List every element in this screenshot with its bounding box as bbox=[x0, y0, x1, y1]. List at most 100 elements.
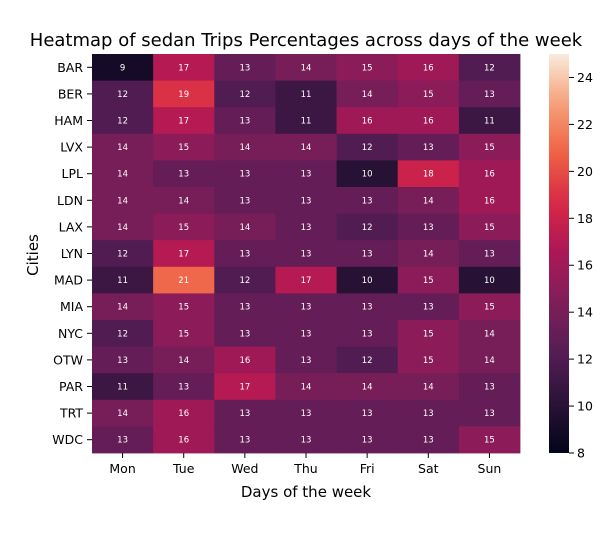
cell-value-label: 14 bbox=[117, 196, 128, 206]
cell-value-label: 13 bbox=[117, 356, 128, 366]
cell-value-label: 14 bbox=[117, 170, 128, 180]
cell-value-label: 14 bbox=[301, 63, 312, 73]
heatmap-cell bbox=[92, 133, 154, 161]
heatmap-cell bbox=[336, 160, 399, 188]
x-axis-ticks: Mon Tue Wed Thu Fri Sat Sun bbox=[109, 453, 501, 476]
cell-value-label: 12 bbox=[362, 223, 373, 233]
heatmap-cell bbox=[92, 373, 154, 401]
cell-value-label: 16 bbox=[178, 436, 189, 446]
cell-value-label: 13 bbox=[362, 436, 373, 446]
colorbar-ticks: 8 10 12 14 16 18 20 22 24 bbox=[569, 70, 593, 461]
heatmap-cell bbox=[92, 320, 154, 347]
cell-value-label: 13 bbox=[117, 436, 128, 446]
chart-title: Heatmap of sedan Trips Percentages acros… bbox=[30, 30, 583, 51]
heatmap-cell bbox=[458, 240, 521, 268]
cell-value-label: 15 bbox=[484, 223, 495, 233]
cell-value-label: 14 bbox=[484, 356, 495, 366]
heatmap-cell bbox=[153, 187, 215, 214]
cell-value-label: 14 bbox=[301, 143, 312, 153]
cell-value-label: 13 bbox=[178, 383, 189, 393]
cell-value-label: 15 bbox=[484, 143, 495, 153]
cell-value-label: 11 bbox=[301, 90, 312, 100]
heatmap-cell bbox=[275, 107, 337, 135]
cell-value-label: 13 bbox=[239, 303, 250, 313]
heatmap-cell bbox=[336, 266, 399, 294]
cell-value-label: 14 bbox=[423, 250, 434, 260]
heatmap-cell bbox=[336, 293, 399, 321]
heatmap-cell bbox=[214, 240, 276, 268]
x-tick-label: Sun bbox=[478, 461, 502, 476]
heatmap-cell bbox=[92, 399, 154, 427]
heatmap-cell bbox=[336, 399, 399, 427]
y-tick-label: TRT bbox=[59, 406, 83, 421]
heatmap-cell bbox=[275, 160, 337, 188]
heatmap-cell bbox=[336, 213, 399, 241]
heatmap-cell bbox=[458, 426, 521, 454]
heatmap-cell bbox=[92, 266, 154, 294]
heatmap-cell bbox=[214, 54, 276, 81]
heatmap-cell bbox=[458, 266, 521, 294]
heatmap-cell bbox=[458, 320, 521, 347]
heatmap-cell bbox=[153, 346, 215, 374]
cell-value-label: 16 bbox=[423, 117, 434, 127]
heatmap-cell bbox=[275, 240, 337, 268]
cell-value-label: 13 bbox=[301, 170, 312, 180]
cell-value-label: 15 bbox=[178, 303, 189, 313]
x-tick-label: Mon bbox=[109, 461, 135, 476]
heatmap-cell bbox=[275, 133, 337, 161]
heatmap-cell bbox=[458, 213, 521, 241]
heatmap-cell bbox=[458, 107, 521, 135]
cell-value-label: 12 bbox=[239, 90, 250, 100]
colorbar-tick-label: 22 bbox=[577, 117, 593, 132]
heatmap-cell bbox=[214, 293, 276, 321]
cell-value-label: 11 bbox=[301, 117, 312, 127]
heatmap-cell bbox=[275, 399, 337, 427]
cell-value-label: 18 bbox=[423, 170, 434, 180]
heatmap-cell bbox=[458, 293, 521, 321]
heatmap-cell bbox=[153, 133, 215, 161]
cell-value-label: 12 bbox=[117, 90, 128, 100]
cell-value-label: 13 bbox=[239, 436, 250, 446]
heatmap-cell bbox=[275, 346, 337, 374]
cell-value-label: 13 bbox=[362, 303, 373, 313]
heatmap-cell bbox=[153, 373, 215, 401]
heatmap-cell bbox=[397, 373, 460, 401]
heatmap-cell bbox=[153, 213, 215, 241]
cell-value-label: 13 bbox=[301, 250, 312, 260]
colorbar bbox=[549, 54, 569, 453]
heatmap-cell bbox=[92, 54, 154, 81]
cell-value-label: 10 bbox=[484, 276, 495, 286]
cell-value-label: 13 bbox=[362, 409, 373, 419]
y-tick-label: MIA bbox=[60, 299, 83, 314]
heatmap-cell bbox=[336, 426, 399, 454]
cell-value-label: 17 bbox=[178, 63, 189, 73]
heatmap-cell bbox=[214, 320, 276, 347]
heatmap-cell bbox=[153, 107, 215, 135]
colorbar-tick-label: 12 bbox=[577, 352, 593, 367]
colorbar-tick-label: 20 bbox=[577, 164, 593, 179]
heatmap-cell bbox=[336, 187, 399, 214]
cell-value-label: 14 bbox=[484, 329, 495, 339]
y-tick-label: WDC bbox=[52, 432, 83, 447]
cell-value-label: 12 bbox=[117, 329, 128, 339]
heatmap-cell bbox=[275, 266, 337, 294]
cell-value-label: 14 bbox=[239, 223, 250, 233]
heatmap-cell bbox=[92, 160, 154, 188]
colorbar-tick-label: 14 bbox=[577, 305, 593, 320]
x-axis-label: Days of the week bbox=[241, 483, 372, 501]
cell-value-label: 12 bbox=[239, 276, 250, 286]
heatmap-cell bbox=[214, 160, 276, 188]
cell-value-label: 14 bbox=[117, 223, 128, 233]
cell-value-label: 14 bbox=[362, 90, 373, 100]
heatmap-cell bbox=[275, 426, 337, 454]
cell-value-label: 13 bbox=[239, 250, 250, 260]
cell-value-label: 13 bbox=[239, 329, 250, 339]
cell-value-label: 13 bbox=[301, 196, 312, 206]
heatmap-cell bbox=[397, 399, 460, 427]
cell-value-label: 13 bbox=[362, 196, 373, 206]
heatmap-cell bbox=[92, 80, 154, 108]
cell-value-label: 13 bbox=[239, 409, 250, 419]
cell-value-label: 11 bbox=[117, 276, 128, 286]
heatmap-cell bbox=[92, 293, 154, 321]
heatmap-cell bbox=[458, 133, 521, 161]
